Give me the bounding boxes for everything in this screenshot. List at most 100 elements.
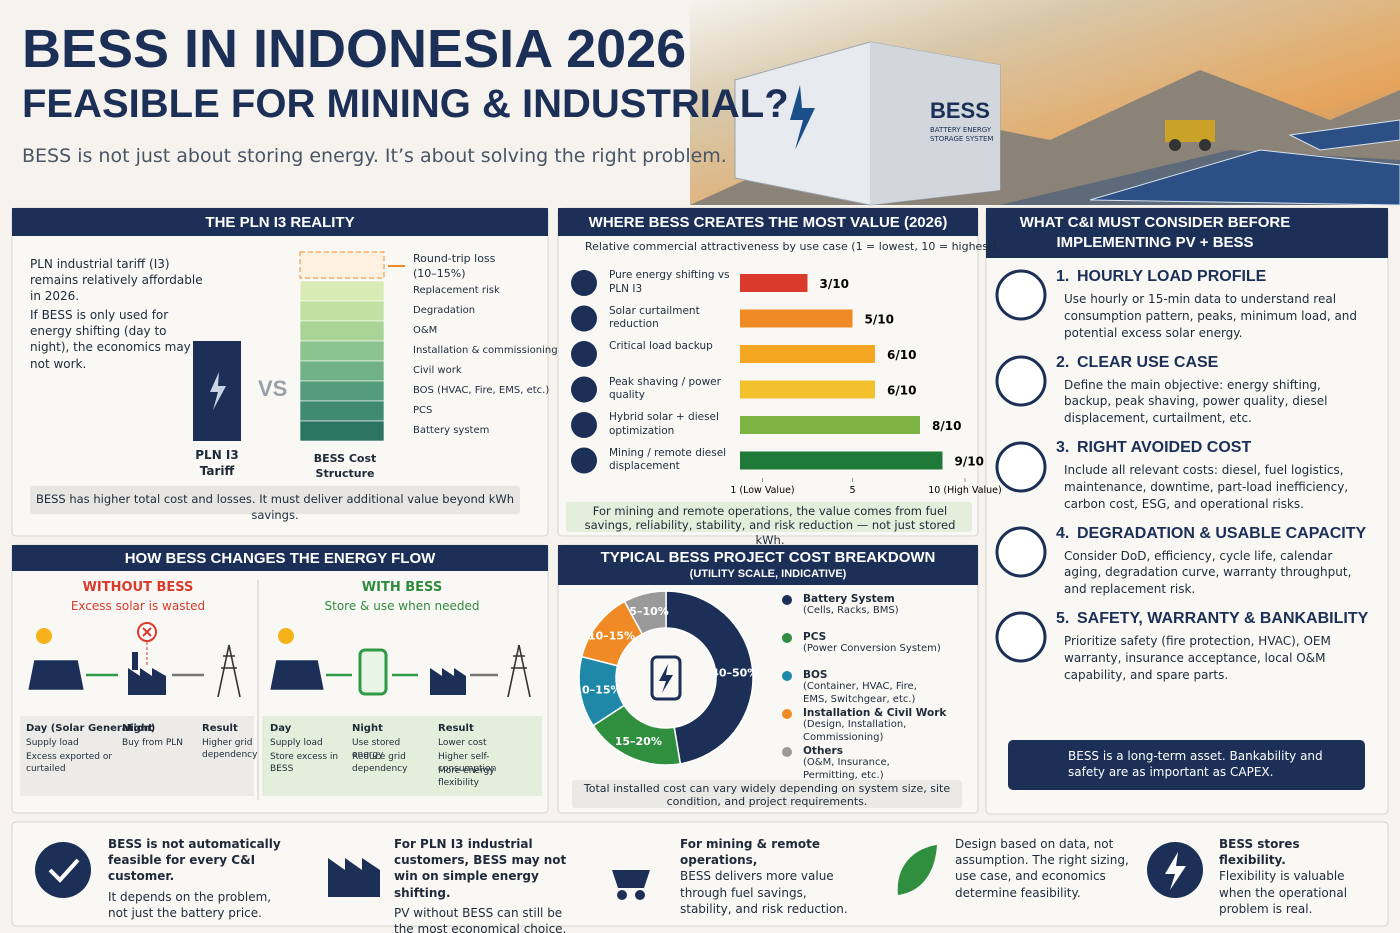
footer-text: BESS delivers more value through fuel sa…	[680, 869, 848, 916]
category-label: Hybrid solar + diesel optimization	[609, 411, 719, 437]
bar	[740, 380, 875, 399]
footer-text: It depends on the problem, not just the …	[108, 889, 272, 920]
row-icon	[571, 270, 597, 296]
footer-item: Design based on data, not assumption. Th…	[955, 836, 1130, 901]
legend-swatch	[782, 633, 792, 643]
legend-label: PCS	[803, 631, 827, 643]
category-label: Peak shaving / power quality	[609, 375, 721, 402]
layer-label: Replacement risk	[413, 285, 500, 296]
consider-icons	[995, 269, 1047, 663]
layer-label: BOS (HVAC, Fire, EMS, etc.)	[413, 385, 550, 396]
row-icon	[571, 447, 597, 474]
row-icon	[571, 341, 597, 367]
cost-layer	[299, 420, 385, 442]
container-sub: BATTERY ENERGY STORAGE SYSTEM	[930, 126, 994, 144]
value-label: 5/10	[865, 313, 894, 327]
value-label: 8/10	[932, 419, 961, 433]
legend-detail: (Container, HVAC, Fire, EMS, Switchgear,…	[803, 681, 917, 705]
row-icon	[571, 376, 597, 403]
layer-label: Installation & commissioning	[413, 345, 558, 356]
panel-title: THE PLN I3 REALITY	[205, 214, 355, 231]
footer-item: For PLN I3 industrial customers, BESS ma…	[394, 836, 569, 933]
table-item: Lower cost	[438, 738, 487, 748]
item-text: Prioritize safety (fire protection, HVAC…	[1064, 634, 1331, 682]
item-number: 5.	[1056, 610, 1070, 627]
legend-swatch	[782, 709, 792, 719]
category-label: Solar curtailment reduction	[609, 304, 700, 331]
value-label: 9/10	[955, 455, 984, 469]
loss-label: Round-trip loss (10–15%)	[413, 252, 496, 280]
cost-layer	[299, 380, 385, 402]
item-text: Use hourly or 15-min data to understand …	[1064, 292, 1358, 340]
note: Total installed cost can vary widely dep…	[583, 782, 951, 809]
footer-item: BESS is not automatically feasible for e…	[108, 836, 283, 921]
bar	[740, 416, 920, 434]
table-item: Higher grid dependency	[202, 738, 258, 760]
table-head: Result	[438, 723, 474, 734]
pie-slice	[623, 590, 667, 636]
note: BESS has higher total cost and losses. I…	[35, 492, 515, 522]
note: BESS is a long-term asset. Bankability a…	[1068, 749, 1323, 780]
bar-label: PLN I3 Tariff	[195, 448, 239, 479]
legend-detail: (Power Conversion System)	[803, 643, 941, 654]
vs: VS	[258, 376, 288, 401]
slice-label: 40–50%	[711, 666, 758, 679]
footer-strong: For mining & remote operations,	[680, 837, 820, 868]
panel-title: HOW BESS CHANGES THE ENERGY FLOW	[124, 550, 436, 567]
table-head: Night	[122, 723, 153, 734]
footer-text: Flexibility is valuable when the operati…	[1219, 869, 1348, 916]
layer-label: Civil work	[413, 365, 462, 376]
bar	[740, 309, 853, 328]
footer-text: Design based on data, not assumption. Th…	[955, 837, 1129, 900]
subtitle: BESS is not just about storing energy. I…	[22, 145, 727, 167]
legend-label: Others	[803, 745, 843, 757]
pln-text: If BESS is only used for energy shifting…	[30, 308, 191, 371]
slice-label: 15–20%	[615, 735, 662, 748]
note-boxes	[20, 486, 1365, 808]
x-tick-label: 1 (Low Value)	[730, 485, 794, 496]
layer-label: Battery system	[413, 425, 490, 436]
item-text: Include all relevant costs: diesel, fuel…	[1064, 463, 1349, 511]
slice-label: 10–15%	[588, 630, 635, 643]
bar	[740, 274, 808, 292]
category-label: Critical load backup	[609, 340, 713, 352]
layer-label: Degradation	[413, 305, 476, 316]
legend-swatch	[782, 671, 792, 681]
panel-subtitle: (UTILITY SCALE, INDICATIVE)	[689, 568, 847, 580]
panel-title: TYPICAL BESS PROJECT COST BREAKDOWN	[600, 549, 936, 566]
battery-icon	[650, 655, 682, 701]
footer-text: PV without BESS can still be the most ec…	[394, 905, 567, 933]
item-heading: HOURLY LOAD PROFILE	[1077, 268, 1267, 285]
footer-item: For mining & remote operations, BESS deli…	[680, 836, 855, 917]
value-label: 6/10	[887, 348, 916, 362]
row-icon	[571, 305, 597, 332]
item-heading: RIGHT AVOIDED COST	[1077, 439, 1252, 456]
item-number: 3.	[1056, 439, 1070, 456]
value-label: 6/10	[887, 384, 916, 398]
title: BESS IN INDONESIA 2026	[22, 19, 687, 79]
table-item: Supply load	[26, 738, 79, 748]
x-tick-label: 10 (High Value)	[928, 485, 1001, 496]
table-head: Day	[270, 723, 292, 734]
table-head: Day (Solar Generation)	[26, 723, 156, 734]
flow-heading: WITH BESS	[361, 580, 443, 595]
table-item: Excess exported or curtailed	[26, 752, 113, 774]
legend-label: Battery System	[803, 593, 895, 605]
item-number: 2.	[1056, 353, 1070, 371]
flow-icons	[27, 622, 531, 698]
note: For mining and remote operations, the va…	[584, 504, 956, 547]
slice-label: 5–10%	[629, 605, 668, 618]
item-text: Consider DoD, efficiency, cycle life, ca…	[1064, 548, 1352, 597]
row-icon	[571, 412, 597, 438]
legend-detail: (O&M, Insurance, Permitting, etc.)	[803, 757, 890, 781]
table-head: Result	[202, 723, 238, 734]
bar	[740, 451, 943, 470]
footer-strong: BESS is not automatically feasible for e…	[108, 837, 281, 884]
value-label: 3/10	[820, 277, 849, 291]
item-heading: CLEAR USE CASE	[1077, 353, 1219, 371]
category-label: Mining / remote diesel displacement	[609, 446, 727, 473]
container-label: BESS	[930, 98, 990, 123]
hero-image	[690, 0, 1400, 206]
cost-layer	[299, 340, 385, 362]
bar	[740, 345, 875, 363]
